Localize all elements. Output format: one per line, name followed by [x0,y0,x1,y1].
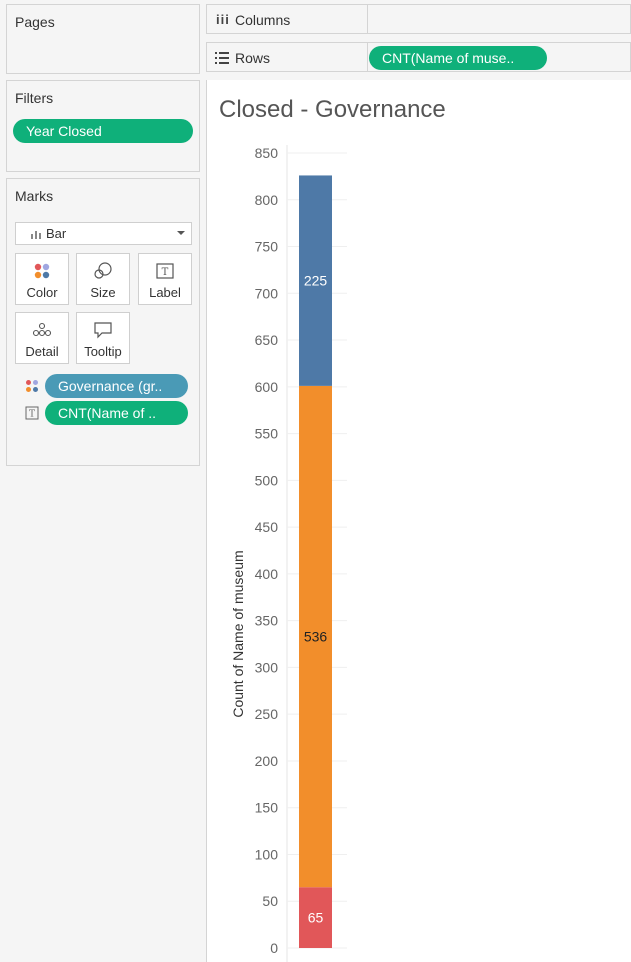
count-label-pill[interactable]: CNT(Name of .. [45,401,188,425]
bar-data-label: 536 [304,629,328,645]
bar-chart[interactable]: 0 50 100 150 200 250 300 350 400 450 500 550 600 650 7… [207,80,631,962]
bar-segment[interactable] [299,385,332,888]
y-axis-title: Count of Name of museum [230,550,246,718]
detail-icon [32,322,52,337]
mark-type-label: Bar [46,226,67,241]
y-tick-label: 150 [255,800,279,816]
color-button-label: Color [26,285,58,300]
chart-title: Closed - Governance [219,96,446,123]
marks-title: Marks [15,188,54,204]
y-tick-label: 400 [255,566,279,582]
chevron-down-icon [177,231,185,235]
y-tick-label: 450 [255,519,279,535]
tooltip-button-label: Tooltip [84,344,122,359]
columns-label: Columns [235,12,291,28]
tooltip-button[interactable]: Tooltip [76,312,130,364]
pages-panel: Pages [6,4,200,74]
bar-chart-icon [31,231,41,239]
y-tick-label: 250 [255,706,279,722]
y-tick-label: 0 [270,940,278,956]
y-tick-label: 100 [255,846,279,862]
rows-count-pill[interactable]: CNT(Name of muse.. [369,46,547,70]
tooltip-icon [94,322,112,339]
label-button-label: Label [149,285,181,300]
rows-icon [215,52,229,64]
color-field-icon [26,380,38,392]
y-tick-label: 700 [255,285,279,301]
rows-label: Rows [235,50,271,66]
color-icon [34,263,50,279]
svg-text:T: T [29,410,35,420]
mark-type-dropdown[interactable]: Bar [15,222,192,245]
size-button-label: Size [90,285,116,300]
size-icon [94,262,112,279]
size-button[interactable]: Size [76,253,130,305]
y-tick-label: 850 [255,145,279,161]
detail-button-label: Detail [25,344,59,359]
y-tick-label: 750 [255,239,279,255]
columns-icon: iii [216,12,230,27]
detail-button[interactable]: Detail [15,312,69,364]
label-icon: T [156,263,174,279]
y-tick-label: 350 [255,613,279,629]
color-button[interactable]: Color [15,253,69,305]
rows-shelf[interactable]: Rows CNT(Name of muse.. [206,42,631,72]
filter-pill-year-closed[interactable]: Year Closed [13,119,193,143]
columns-shelf[interactable]: iii Columns [206,4,631,34]
bar-segment[interactable] [299,887,332,948]
bar-data-label: 225 [304,273,328,289]
y-tick-label: 200 [255,753,279,769]
rows-divider [367,43,368,71]
y-tick-label: 500 [255,472,279,488]
y-tick-label: 650 [255,332,279,348]
y-tick-label: 550 [255,426,279,442]
filters-title: Filters [15,90,54,106]
y-tick-label: 800 [255,192,279,208]
columns-divider [367,5,368,33]
bar-segment[interactable] [299,175,332,386]
marks-panel: Marks Bar Color Size T Label [6,178,200,466]
y-tick-label: 300 [255,659,279,675]
governance-color-pill[interactable]: Governance (gr.. [45,374,188,398]
label-button[interactable]: T Label [138,253,192,305]
filters-panel: Filters Year Closed [6,80,200,172]
chart-area: Closed - Governance 0 50 100 150 200 250 300 35… [206,80,631,962]
y-tick-label: 50 [262,893,278,909]
pages-title: Pages [15,14,55,30]
label-field-icon: T [25,406,39,420]
svg-text:T: T [162,267,169,278]
y-tick-label: 600 [255,379,279,395]
bar-data-label: 65 [308,910,324,926]
